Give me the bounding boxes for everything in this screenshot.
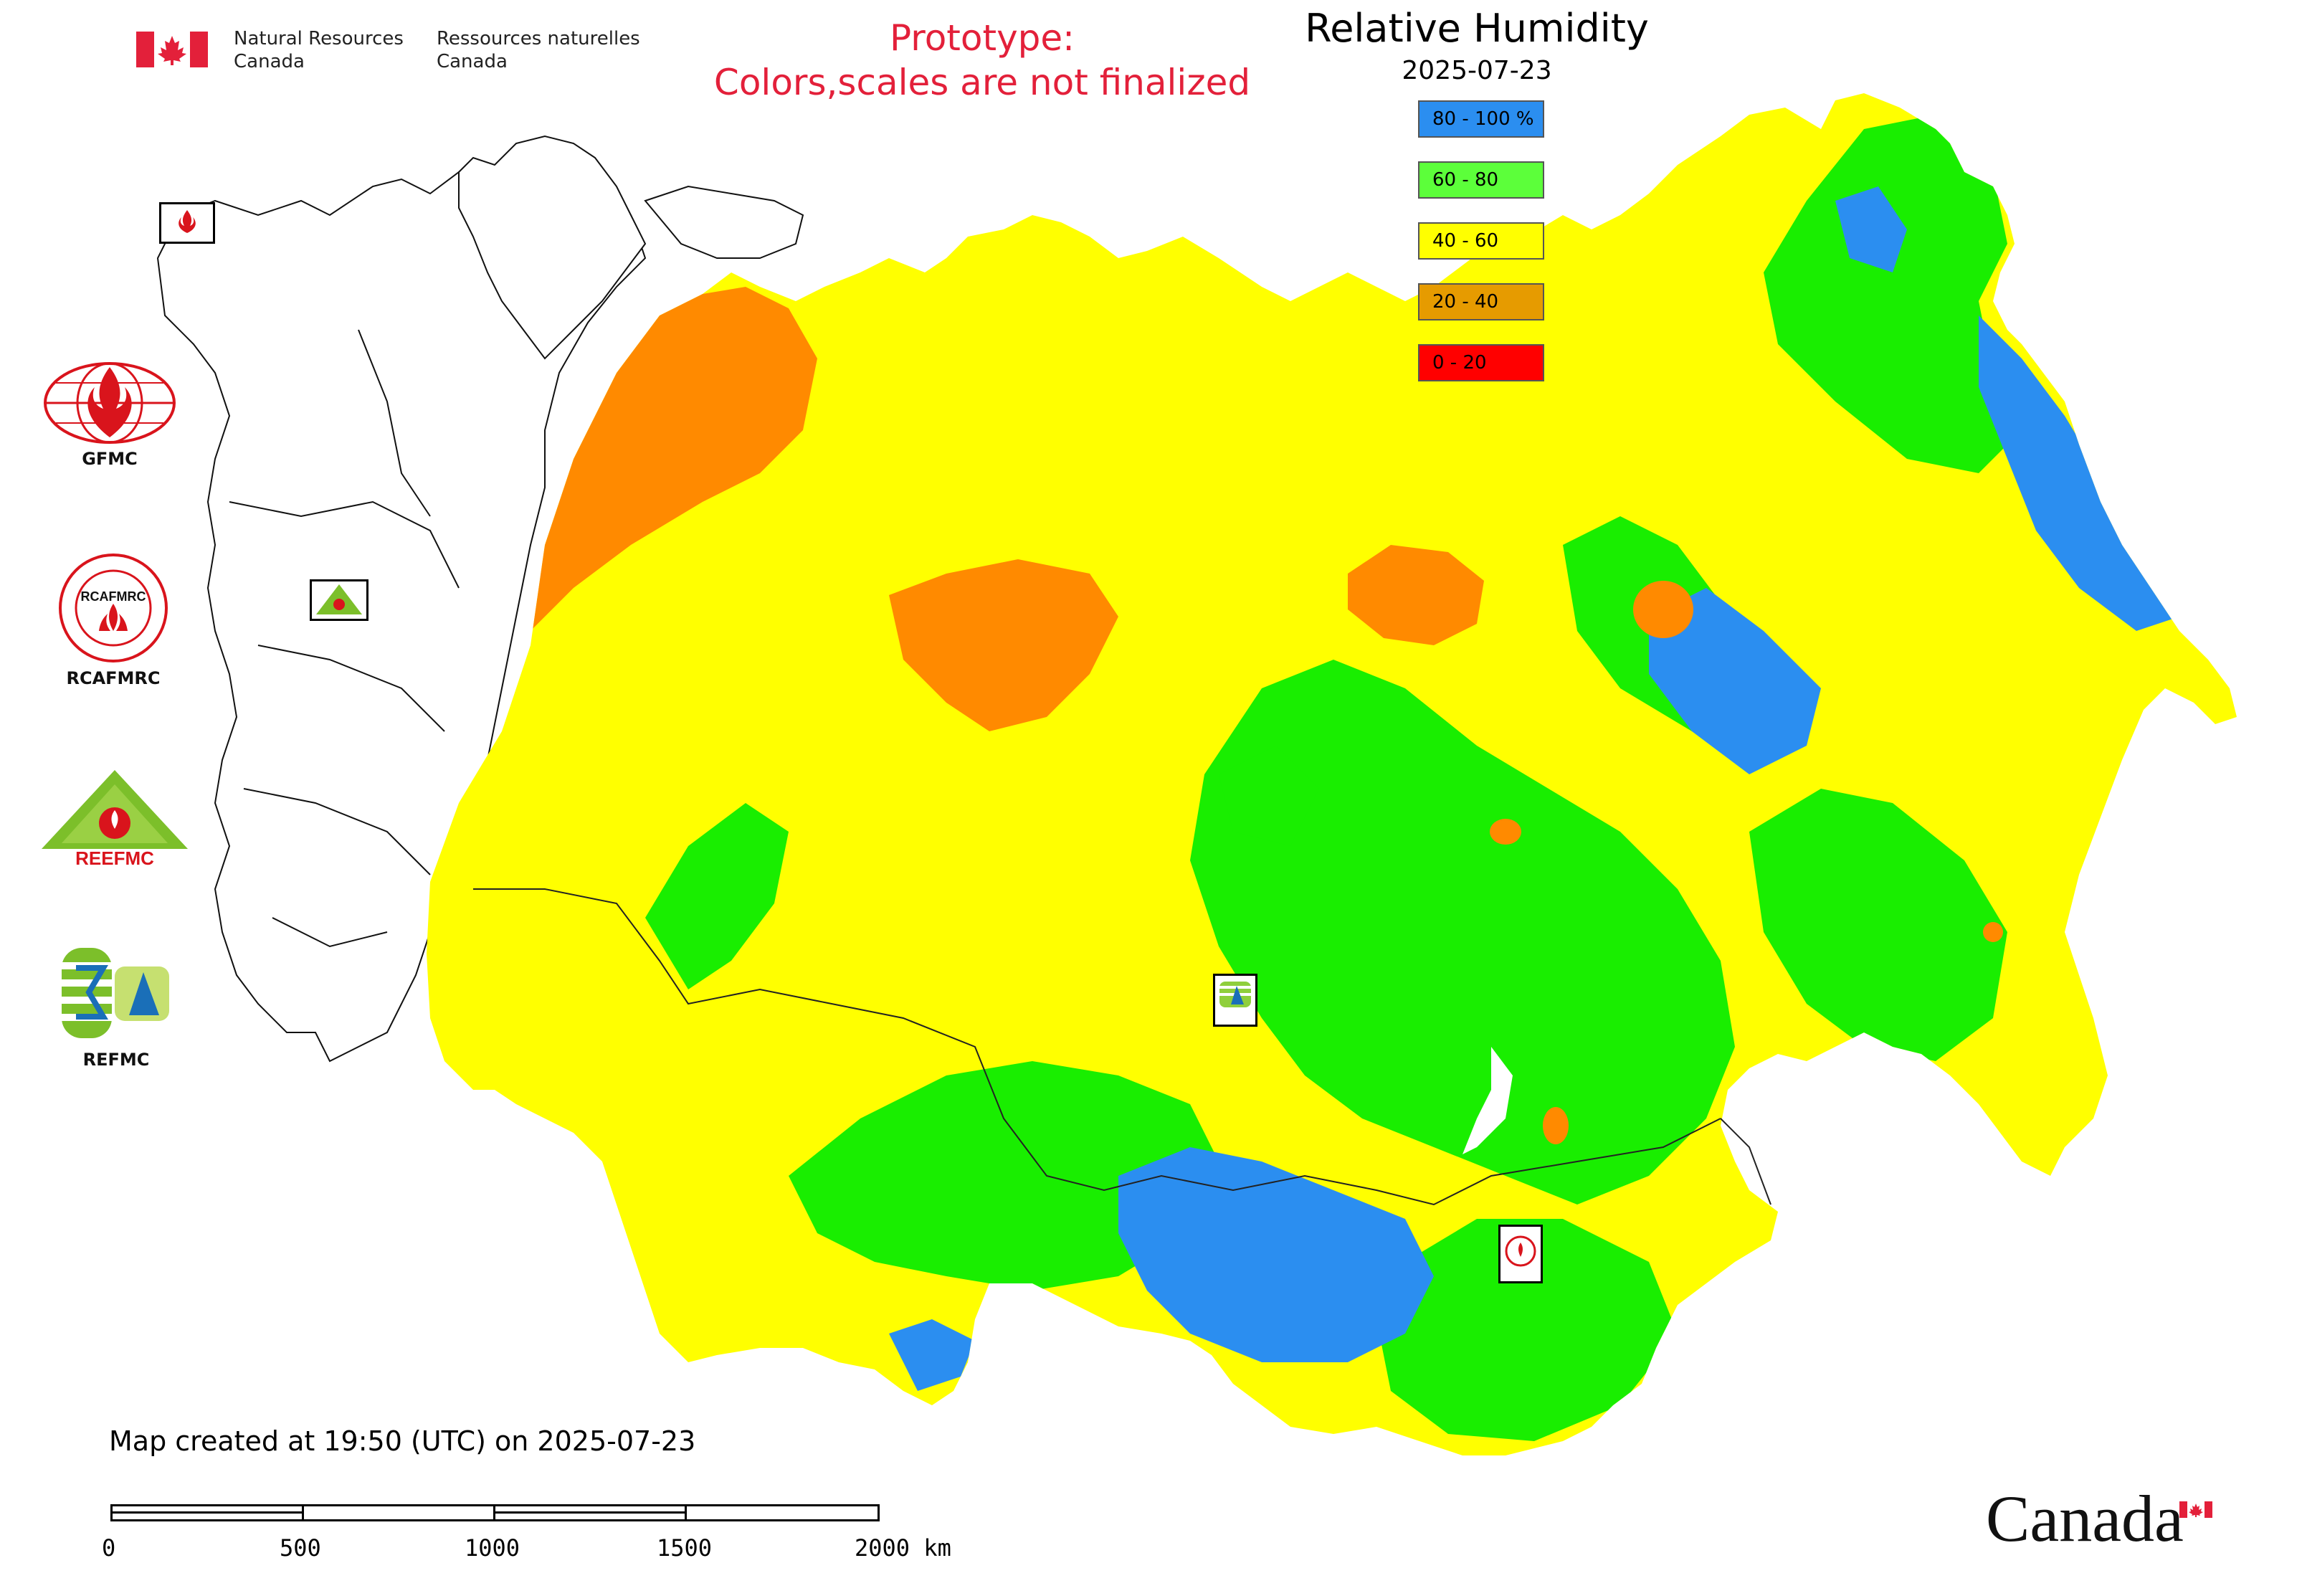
legend-0-20: 0 - 20: [1418, 344, 1544, 381]
scale-seg-2: [302, 1504, 495, 1521]
reefmc-triangle-icon: REEFMC: [42, 770, 188, 869]
gfmc-marker-icon: [179, 210, 196, 233]
reefmc-marker-icon: [316, 584, 362, 614]
scale-label-2000: 2000 km: [855, 1534, 951, 1562]
map-title: Relative Humidity: [1305, 6, 1649, 51]
canada-wordmark: Canada: [1986, 1482, 2184, 1555]
gfmc-label: GFMC: [82, 449, 138, 469]
rcafmrc-ring-text: RCAFMRC: [81, 589, 146, 604]
legend-20-40: 20 - 40: [1418, 283, 1544, 320]
country-borders: [473, 888, 1771, 1206]
gfmc-logo[interactable]: GFMC: [42, 360, 181, 469]
refmc-logo[interactable]: REFMC: [60, 946, 188, 1070]
rcafmrc-logo[interactable]: RCAFMRC RCAFMRC: [57, 552, 185, 688]
agency-fr-line1: Ressources naturelles: [436, 28, 640, 49]
zones-20-40: [531, 287, 2003, 1144]
map-created-note: Map created at 19:50 (UTC) on 2025-07-23: [109, 1425, 696, 1457]
scale-mid-1: [110, 1511, 304, 1514]
refmc-emblem-icon: [62, 948, 169, 1038]
rcafmrc-emblem-icon: RCAFMRC: [59, 554, 168, 662]
humidity-field: [427, 93, 2237, 1455]
legend-80-100: 80 - 100 %: [1418, 100, 1544, 138]
agency-name-fr: Ressources naturelles Canada: [437, 27, 640, 73]
scale-mid-3: [493, 1511, 687, 1514]
kola-outline: [644, 185, 804, 259]
rcafmrc-marker-icon: [1505, 1235, 1536, 1267]
reefmc-logo[interactable]: REEFMC: [39, 769, 191, 872]
prototype-line2: Colors,scales are not finalized: [713, 62, 1251, 103]
agency-en-line2: Canada: [234, 51, 305, 72]
canada-wordmark-flag-icon: [2179, 1501, 2212, 1518]
agency-fr-line2: Canada: [436, 51, 508, 72]
gfmc-globe-icon: [44, 362, 176, 444]
europe-basemap: [156, 135, 804, 1063]
scale-bar: [110, 1504, 882, 1524]
refmc-marker-icon: [1219, 982, 1251, 1007]
legend: 80 - 100 % 60 - 80 40 - 60 20 - 40 0 - 2…: [1418, 100, 1544, 405]
agency-name-en: Natural Resources Canada: [234, 27, 404, 73]
zones-60-80: [645, 115, 2022, 1441]
reefmc-marker[interactable]: [310, 579, 368, 621]
prototype-line1: Prototype:: [889, 17, 1075, 59]
scale-label-500: 500: [280, 1534, 321, 1562]
border-lines: [229, 329, 460, 948]
prototype-notice: Prototype: Colors,scales are not finaliz…: [645, 16, 1319, 105]
refmc-label: REFMC: [82, 1050, 150, 1070]
lake-baikal: [1462, 1047, 1513, 1154]
gfmc-marker[interactable]: [159, 202, 215, 244]
scale-label-0: 0: [102, 1534, 116, 1562]
canada-flag-icon: [136, 32, 208, 67]
reefmc-wordmark: REEFMC: [75, 847, 154, 869]
scale-label-1000: 1000: [465, 1534, 520, 1562]
refmc-marker[interactable]: [1213, 974, 1257, 1027]
scandinavia-outline: [458, 135, 647, 360]
rcafmrc-label: RCAFMRC: [66, 668, 161, 688]
map-date: 2025-07-23: [1402, 56, 1552, 85]
rcafmrc-marker[interactable]: [1498, 1225, 1543, 1283]
scale-label-1500: 1500: [657, 1534, 713, 1562]
agency-en-line1: Natural Resources: [234, 28, 404, 49]
legend-40-60: 40 - 60: [1418, 222, 1544, 260]
scale-seg-4: [685, 1504, 880, 1521]
nrcan-signature: Natural Resources Canada Ressources natu…: [136, 27, 673, 73]
legend-60-80: 60 - 80: [1418, 161, 1544, 199]
